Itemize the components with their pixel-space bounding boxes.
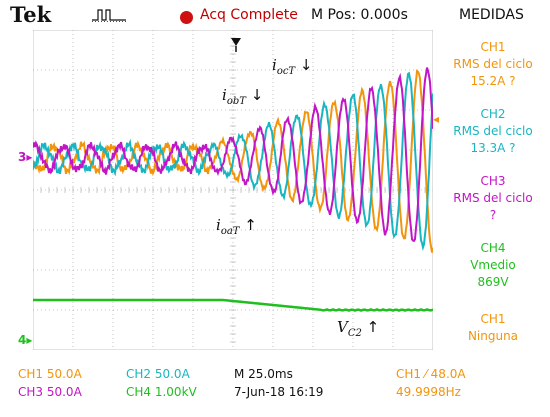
datetime: 7-Jun-18 16:19 bbox=[234, 385, 324, 399]
ch3-waveform bbox=[33, 67, 433, 243]
ch3-scale: CH3 50.0A bbox=[18, 385, 82, 399]
measure-ch1-rms[interactable]: CH1 RMS del ciclo 15.2A ? bbox=[453, 40, 533, 88]
measure-ch4-mean[interactable]: CH4 Vmedio 869V bbox=[470, 241, 516, 289]
trigger-frequency: 49.9998Hz bbox=[396, 385, 461, 399]
annotation-iobT: iobT ↓ bbox=[222, 86, 264, 107]
top-status-bar: Tek Acq Complete M Pos: 0.000s MEDIDAS bbox=[0, 0, 550, 28]
measure-ch1-none[interactable]: CH1 Ninguna bbox=[467, 312, 519, 343]
acquisition-status: Acq Complete bbox=[200, 7, 298, 23]
ch1-trigger-level-marker: ◂ bbox=[433, 112, 440, 126]
timebase: M 25.0ms bbox=[234, 367, 293, 381]
annotation-ioaT: ioaT ↑ bbox=[216, 216, 257, 237]
trigger-setting: CH1 ⁄ 48.0A bbox=[396, 367, 466, 381]
ch4-ground-marker: 4▸ bbox=[18, 333, 33, 347]
ch2-scale: CH2 50.0A bbox=[126, 367, 190, 381]
ch1-scale: CH1 50.0A bbox=[18, 367, 82, 381]
trigger-pulse-icon bbox=[92, 9, 126, 22]
measure-ch3-rms[interactable]: CH3 RMS del ciclo? bbox=[453, 174, 533, 222]
annotation-iocT: iocT ↓ bbox=[272, 56, 313, 77]
waveform-display bbox=[33, 30, 433, 350]
record-dot-icon bbox=[180, 11, 193, 24]
measure-ch2-rms[interactable]: CH2 RMS del ciclo 13.3A ? bbox=[453, 107, 533, 155]
measure-menu-title[interactable]: MEDIDAS bbox=[459, 7, 524, 23]
ch2-waveform bbox=[33, 71, 433, 252]
ch4-scale: CH4 1.00kV bbox=[126, 385, 197, 399]
ch4-waveform bbox=[33, 298, 433, 312]
trigger-position-marker bbox=[231, 38, 241, 52]
brand-logo: Tek bbox=[10, 2, 52, 27]
ch3-ground-marker: 3▸ bbox=[18, 150, 33, 164]
horizontal-position: M Pos: 0.000s bbox=[311, 7, 408, 23]
annotation-vc2: VC2 ↑ bbox=[337, 318, 380, 339]
